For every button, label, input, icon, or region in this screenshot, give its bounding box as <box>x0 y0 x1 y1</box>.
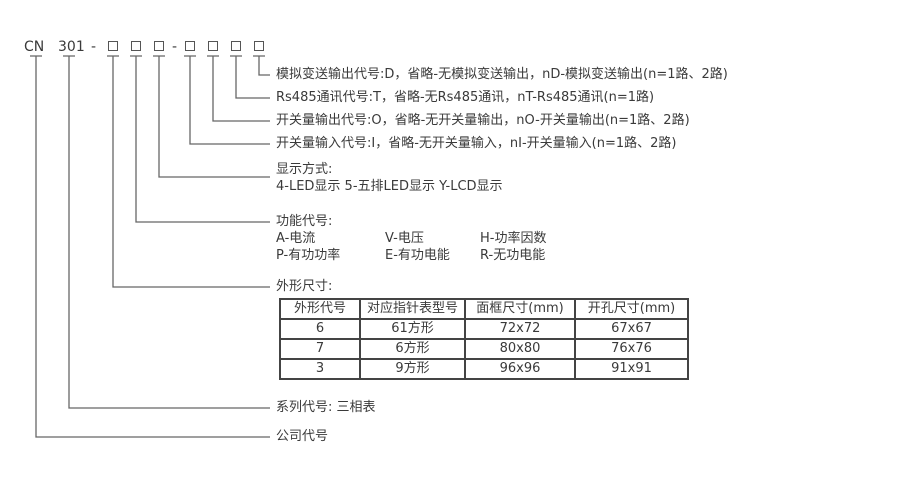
table-header: 面框尺寸(mm) <box>464 298 576 320</box>
switch-input-label: 开关量输入代号:I，省略-无开关量输入，nI-开关量输入(n=1路、2路) <box>276 136 677 151</box>
size-table: 外形代号 对应指针表型号 面框尺寸(mm) 开孔尺寸(mm) 6 61方形 72… <box>279 298 689 380</box>
dash: - <box>91 39 97 55</box>
function-a: A-电流 <box>276 231 316 246</box>
table-header-row: 外形代号 对应指针表型号 面框尺寸(mm) 开孔尺寸(mm) <box>279 298 689 320</box>
function-h: H-功率因数 <box>480 231 547 246</box>
table-cell: 6方形 <box>359 338 466 360</box>
dash: - <box>172 39 178 55</box>
switch-output-label: 开关量输出代号:O，省略-无开关量输出，nO-开关量输出(n=1路、2路) <box>276 113 690 128</box>
function-title: 功能代号: <box>276 214 333 229</box>
function-r: R-无功电能 <box>480 248 546 263</box>
table-row: 6 61方形 72x72 67x67 <box>279 318 689 340</box>
function-code-box <box>131 41 141 51</box>
size-code-box <box>108 41 118 51</box>
size-title: 外形尺寸: <box>276 279 333 294</box>
table-cell: 96x96 <box>464 358 576 380</box>
function-e: E-有功电能 <box>385 248 450 263</box>
display-code-box <box>154 41 164 51</box>
table-header: 对应指针表型号 <box>359 298 466 320</box>
company-label: 公司代号 <box>276 429 329 444</box>
table-cell: 67x67 <box>574 318 689 340</box>
switch-output-box <box>208 41 218 51</box>
switch-input-box <box>185 41 195 51</box>
function-p: P-有功功率 <box>276 248 341 263</box>
table-cell: 61方形 <box>359 318 466 340</box>
table-cell: 72x72 <box>464 318 576 340</box>
series-label: 系列代号: 三相表 <box>276 400 376 415</box>
table-row: 3 9方形 96x96 91x91 <box>279 358 689 380</box>
table-cell: 91x91 <box>574 358 689 380</box>
rs485-box <box>231 41 241 51</box>
table-cell: 9方形 <box>359 358 466 380</box>
table-cell: 7 <box>279 338 361 360</box>
analog-output-label: 模拟变送输出代号:D，省略-无模拟变送输出，nD-模拟变送输出(n=1路、2路) <box>276 67 728 82</box>
rs485-label: Rs485通讯代号:T，省略-无Rs485通讯，nT-Rs485通讯(n=1路) <box>276 90 655 105</box>
display-options: 4-LED显示 5-五排LED显示 Y-LCD显示 <box>276 179 503 194</box>
display-title: 显示方式: <box>276 162 333 177</box>
analog-output-box <box>254 41 264 51</box>
company-code: CN <box>24 39 45 55</box>
series-code: 301 <box>58 39 85 55</box>
table-cell: 3 <box>279 358 361 380</box>
table-cell: 6 <box>279 318 361 340</box>
table-header: 开孔尺寸(mm) <box>574 298 689 320</box>
table-row: 7 6方形 80x80 76x76 <box>279 338 689 360</box>
table-cell: 76x76 <box>574 338 689 360</box>
function-v: V-电压 <box>385 231 424 246</box>
table-header: 外形代号 <box>279 298 361 320</box>
table-cell: 80x80 <box>464 338 576 360</box>
